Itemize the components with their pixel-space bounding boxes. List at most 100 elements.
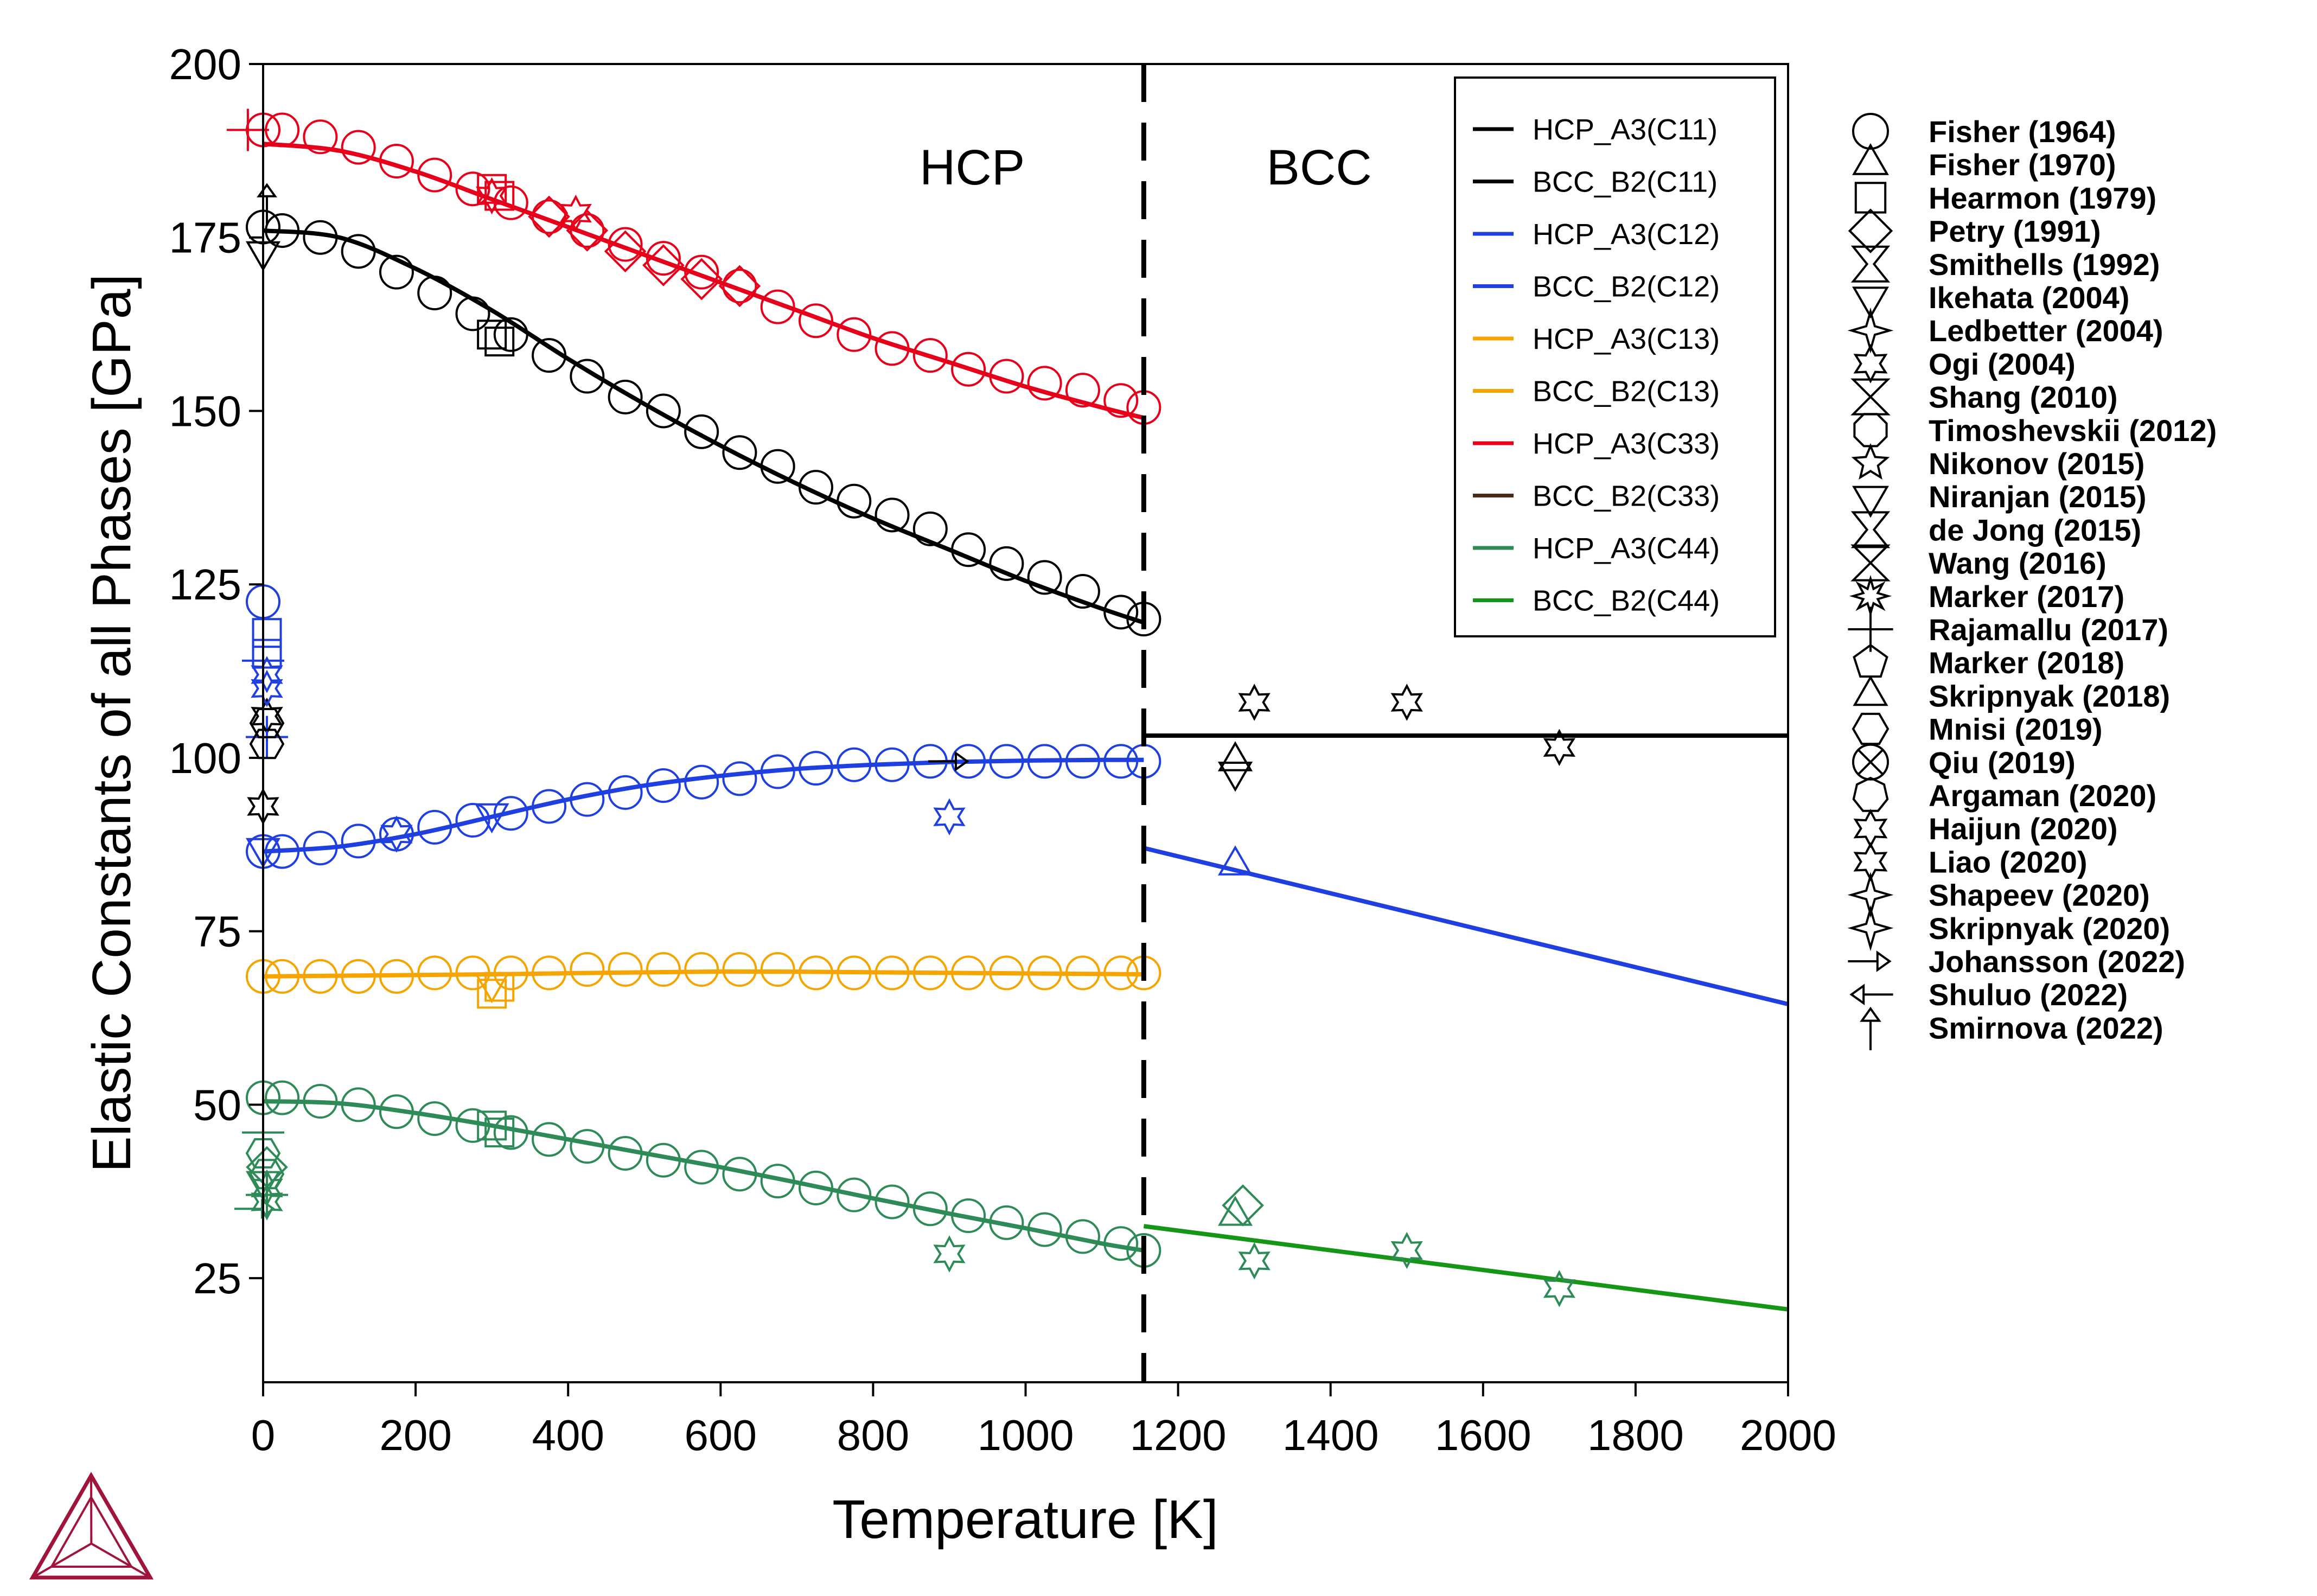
data-point-square xyxy=(484,327,515,357)
data-point-star xyxy=(559,194,592,232)
region-label-bcc: BCC xyxy=(1266,140,1371,195)
reference-symbol-bowtie xyxy=(1850,378,1891,416)
data-point-circle xyxy=(912,955,948,991)
data-point-circle xyxy=(684,764,719,800)
data-point-circle xyxy=(837,1177,872,1212)
series-line-hcp-a3-c11- xyxy=(263,228,1145,625)
data-point-circle xyxy=(341,1087,376,1122)
y-tick-label: 200 xyxy=(169,40,241,88)
data-point-circle xyxy=(570,359,605,394)
data-point-star xyxy=(251,656,283,693)
data-point-square xyxy=(484,972,515,1002)
data-point-tri-down xyxy=(474,803,509,834)
data-point-circle xyxy=(684,254,719,290)
legend-entry-label: BCC_B2(C12) xyxy=(1533,271,1720,303)
reference-label: Fisher (1970) xyxy=(1929,148,2116,182)
data-point-star xyxy=(380,815,413,853)
data-point-circle xyxy=(417,157,452,193)
data-point-diamond xyxy=(680,258,723,301)
data-point-circle xyxy=(1065,1219,1100,1254)
reference-symbol-x-circle xyxy=(1852,743,1889,781)
legend-entry-label: HCP_A3(C33) xyxy=(1533,427,1720,460)
data-point-circle xyxy=(608,227,643,262)
data-point-square xyxy=(477,979,507,1009)
data-point-circle xyxy=(798,1170,833,1205)
data-point-circle xyxy=(1103,383,1139,418)
reference-label: Niranjan (2015) xyxy=(1929,480,2147,514)
data-point-square xyxy=(477,1110,507,1141)
reference-symbol-arrow-left xyxy=(1849,984,1893,1006)
logo-outer-triangle xyxy=(29,1471,154,1580)
reference-symbol-star4 xyxy=(1847,307,1894,354)
x-tick-label: 600 xyxy=(685,1411,757,1459)
x-tick-label: 1600 xyxy=(1435,1411,1531,1459)
data-point-circle xyxy=(532,789,567,824)
reference-symbol-tri-down-open xyxy=(1852,486,1889,518)
data-point-circle xyxy=(646,952,681,987)
data-point-diamond xyxy=(1222,1184,1264,1227)
reference-label: Timoshevskii (2012) xyxy=(1929,413,2217,448)
data-point-circle xyxy=(798,470,833,505)
reference-label: Mnisi (2019) xyxy=(1929,712,2103,746)
thermo-calc-logo xyxy=(29,1471,154,1580)
data-point-circle xyxy=(722,1157,757,1192)
reference-label: Haijun (2020) xyxy=(1929,812,2118,846)
x-tick-label: 2000 xyxy=(1740,1411,1836,1459)
data-point-circle xyxy=(570,213,605,248)
data-point-circle xyxy=(341,234,376,269)
data-point-circle xyxy=(379,1094,414,1129)
data-point-circle xyxy=(875,1184,910,1220)
x-tick-label: 1400 xyxy=(1282,1411,1379,1459)
data-point-circle xyxy=(265,834,300,869)
x-tick-label: 1000 xyxy=(978,1411,1074,1459)
data-point-diamond xyxy=(642,244,685,286)
data-point-circle xyxy=(570,1129,605,1164)
data-point-circle xyxy=(646,241,681,276)
phase-region-labels: HCP BCC xyxy=(920,140,1372,195)
data-point-square xyxy=(484,181,515,211)
series-line-hcp-a3-c13- xyxy=(263,969,1144,979)
data-point-circle xyxy=(265,959,300,994)
data-point-circle xyxy=(989,359,1024,394)
data-point-circle xyxy=(493,317,528,352)
data-point-circle xyxy=(1065,744,1100,779)
data-point-tri-down xyxy=(1217,762,1253,792)
reference-label: Petry (1991) xyxy=(1929,214,2101,248)
y-tick-label: 100 xyxy=(169,734,241,782)
data-point-circle xyxy=(1065,373,1100,408)
x-tick-label: 1800 xyxy=(1587,1411,1684,1459)
data-point-circle xyxy=(1027,560,1062,595)
data-point-circle xyxy=(951,532,986,567)
data-point-arrow-right xyxy=(234,1198,276,1220)
data-point-circle xyxy=(646,393,681,429)
data-point-circle xyxy=(303,220,338,255)
data-point-circle xyxy=(1103,744,1139,779)
data-point-circle xyxy=(532,338,567,373)
x-axis-title: Temperature [K] xyxy=(832,1489,1218,1550)
data-point-diamond xyxy=(566,209,609,252)
marker-layer xyxy=(226,108,1576,1307)
y-axis: 25 50 75 100 125 150 175 200 xyxy=(169,40,263,1303)
data-point-circle xyxy=(875,497,910,533)
series-line-hcp-a3-c12- xyxy=(263,757,1144,854)
reference-label: Wang (2016) xyxy=(1929,546,2107,580)
x-tick-label: 0 xyxy=(251,1411,276,1459)
x-tick-label: 200 xyxy=(379,1411,451,1459)
data-point-circle xyxy=(1065,574,1100,609)
reference-symbol-triangle xyxy=(1852,143,1889,175)
data-point-star xyxy=(251,1183,283,1221)
data-point-circle xyxy=(798,751,833,786)
data-point-circle xyxy=(570,952,605,987)
data-point-circle xyxy=(951,1198,986,1234)
data-point-circle xyxy=(1027,1212,1062,1247)
data-point-star xyxy=(475,177,508,215)
data-point-circle xyxy=(684,414,719,449)
reference-symbol-star4b xyxy=(1847,872,1894,918)
data-point-square xyxy=(477,320,507,350)
data-point-circle xyxy=(684,1150,719,1185)
reference-label: Marker (2017) xyxy=(1929,579,2124,614)
reference-label: Shang (2010) xyxy=(1929,380,2118,414)
legend: HCP_A3(C11) BCC_B2(C11) HCP_A3(C12) BCC_B2(… xyxy=(1454,76,1776,637)
data-point-star xyxy=(1543,1269,1576,1307)
reference-symbol-star5 xyxy=(1851,443,1890,480)
